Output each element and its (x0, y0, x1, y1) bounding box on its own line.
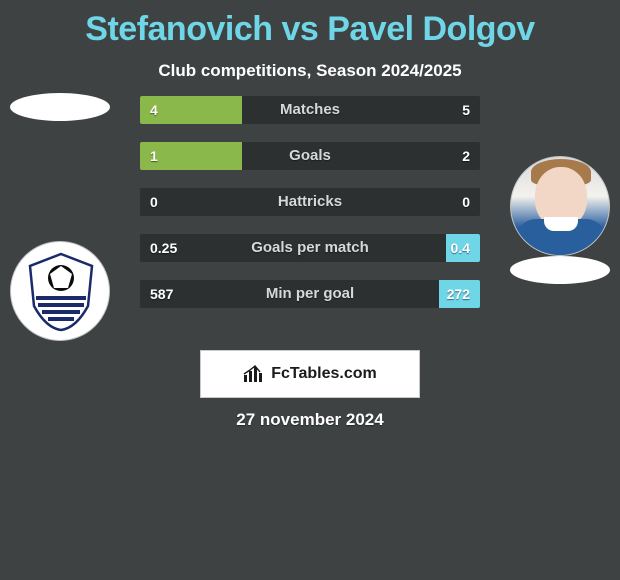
stat-row: 0.250.4Goals per match (140, 234, 480, 262)
attribution-text: FcTables.com (271, 365, 377, 383)
stat-row: 12Goals (140, 142, 480, 170)
stat-row: 00Hattricks (140, 188, 480, 216)
stat-row: 587272Min per goal (140, 280, 480, 308)
avatar-collar-shape (544, 217, 578, 231)
stat-label: Matches (140, 96, 480, 124)
stat-label: Goals per match (140, 234, 480, 262)
date-text: 27 november 2024 (0, 410, 620, 430)
stat-label: Hattricks (140, 188, 480, 216)
page-title: Stefanovich vs Pavel Dolgov (0, 0, 620, 49)
stat-row: 45Matches (140, 96, 480, 124)
player-right-avatar (510, 156, 610, 256)
stat-label: Min per goal (140, 280, 480, 308)
club-badge-icon (26, 252, 96, 332)
attribution-box: FcTables.com (200, 350, 420, 398)
comparison-bars: 45Matches 12Goals 00Hattricks 0.250.4Goals … (140, 96, 480, 326)
player-right-name-pill (510, 256, 610, 284)
bar-chart-icon (243, 365, 265, 383)
page-subtitle: Club competitions, Season 2024/2025 (0, 61, 620, 81)
player-left-avatar (10, 241, 110, 341)
player-left-name-pill (10, 93, 110, 121)
stat-label: Goals (140, 142, 480, 170)
